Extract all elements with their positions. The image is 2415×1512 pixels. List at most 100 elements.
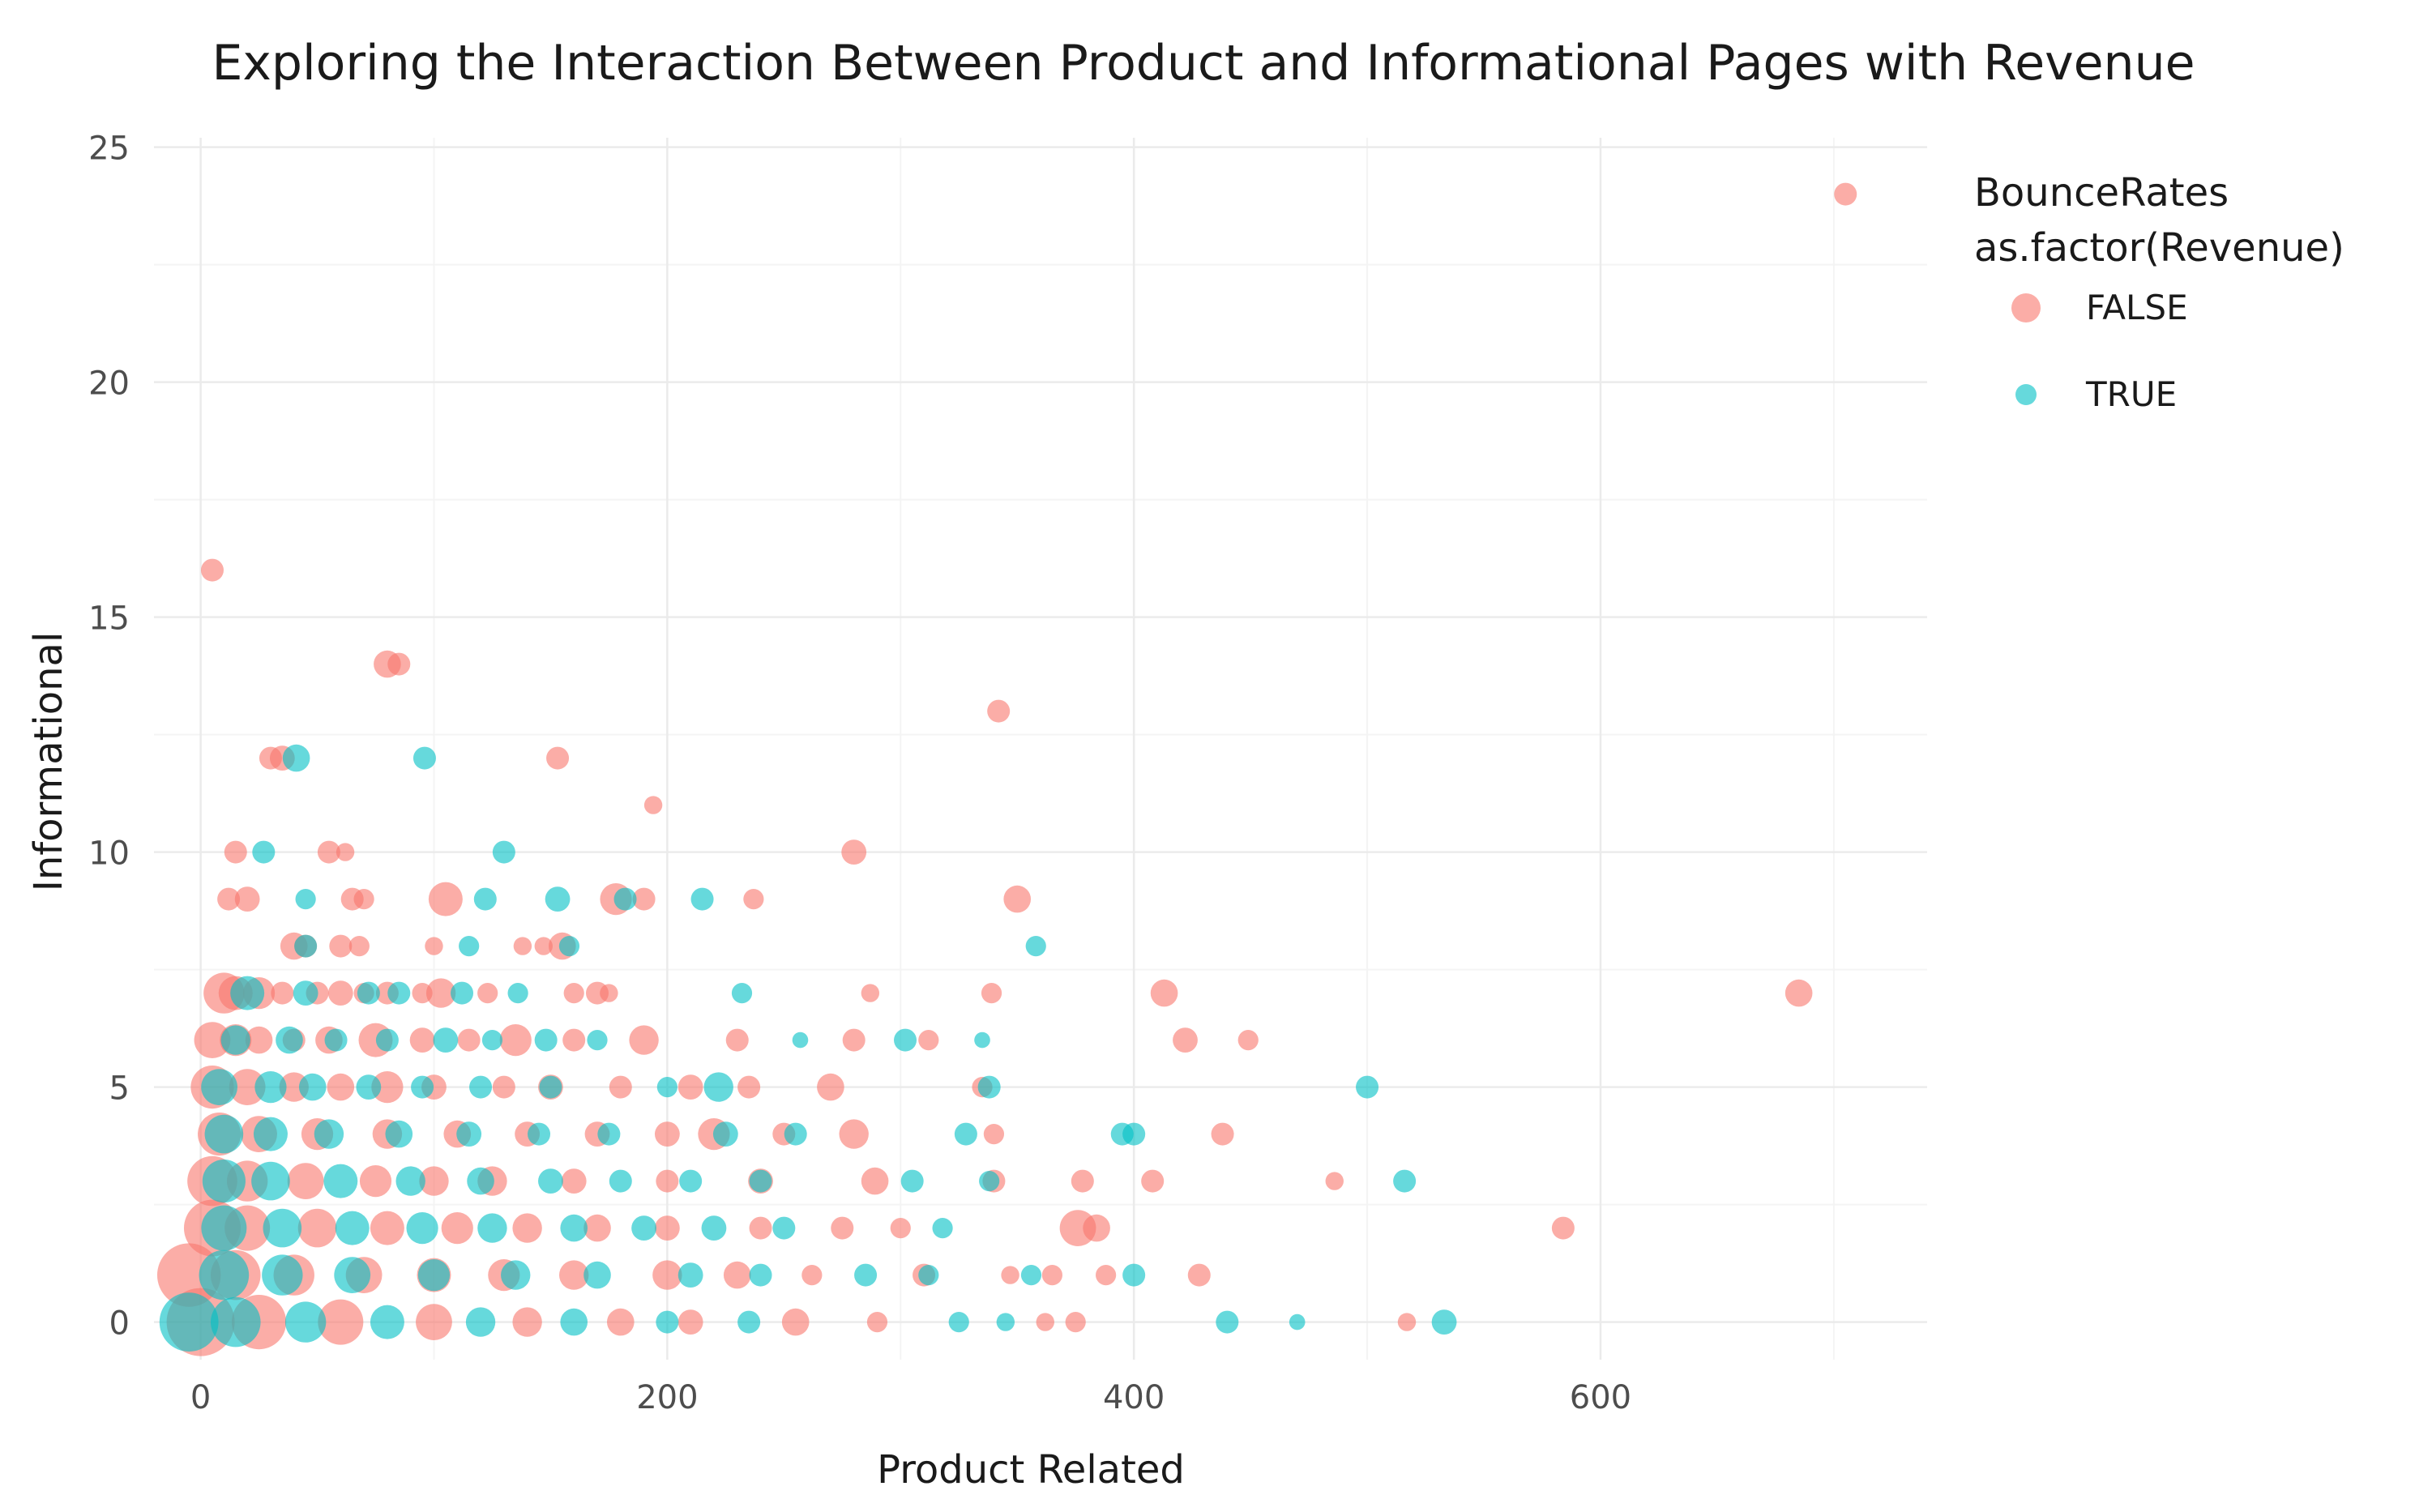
scatter-point-true: [295, 889, 316, 910]
scatter-point-true: [253, 1117, 288, 1151]
legend: BounceRates as.factor(Revenue) FALSE TRU…: [1974, 170, 2344, 414]
legend-label-true: TRUE: [2085, 374, 2177, 414]
y-tick-label: 0: [109, 1305, 130, 1343]
scatter-point-true: [465, 1307, 496, 1337]
scatter-point-true: [539, 1075, 562, 1099]
scatter-point-true: [204, 1114, 244, 1154]
scatter-point-true: [282, 744, 310, 772]
chart-title: Exploring the Interaction Between Produc…: [212, 35, 2195, 92]
scatter-point-true: [276, 1026, 303, 1054]
scatter-point-true: [977, 1075, 1001, 1099]
scatter-point-false: [737, 1075, 761, 1099]
scatter-point-false: [654, 1215, 680, 1241]
scatter-point-true: [974, 1031, 990, 1049]
scatter-point-false: [629, 1025, 659, 1055]
scatter-point-false: [606, 1308, 635, 1336]
scatter-point-false: [271, 981, 294, 1005]
scatter-point-true: [230, 976, 265, 1010]
scatter-point-true: [375, 1028, 399, 1052]
legend-marker-false: [2011, 293, 2041, 322]
scatter-point-false: [224, 840, 247, 864]
scatter-point-true: [703, 1072, 733, 1102]
scatter-point-true: [1289, 1313, 1306, 1330]
scatter-point-false: [1083, 1214, 1110, 1242]
scatter-point-true: [613, 887, 637, 911]
scatter-point-true: [597, 1122, 621, 1146]
scatter-point-false: [866, 1312, 888, 1333]
scatter-point-false: [559, 1260, 589, 1290]
scatter-point-false: [890, 1218, 911, 1239]
scatter-point-false: [561, 1168, 587, 1194]
scatter-point-true: [293, 980, 318, 1006]
scatter-point-false: [563, 983, 584, 1004]
scatter-point-false: [1187, 1263, 1211, 1287]
scatter-point-false: [512, 1307, 542, 1337]
scatter-point-true: [298, 1073, 327, 1101]
scatter-point-true: [538, 1168, 563, 1194]
scatter-point-false: [297, 1208, 337, 1248]
scatter-point-true: [412, 746, 436, 770]
scatter-point-false: [839, 1119, 869, 1149]
scatter-point-true: [784, 1122, 807, 1146]
scatter-point-true: [357, 981, 380, 1005]
scatter-point-false: [817, 1073, 844, 1101]
scatter-point-true: [451, 981, 474, 1005]
scatter-point-true: [356, 1074, 382, 1100]
scatter-point-false: [1041, 1265, 1062, 1286]
scatter-point-false: [1065, 1312, 1086, 1333]
scatter-point-true: [199, 1249, 250, 1301]
scatter-point-false: [409, 1027, 435, 1053]
scatter-point-true: [749, 1263, 772, 1287]
scatter-point-true: [1020, 1265, 1042, 1286]
scatter-point-false: [499, 1024, 532, 1057]
scatter-point-true: [894, 1028, 917, 1052]
scatter-point-true: [701, 1215, 727, 1241]
scatter-point-true: [210, 1296, 261, 1348]
scatter-point-true: [1431, 1309, 1457, 1335]
scatter-point-true: [335, 1211, 370, 1245]
scatter-point-true: [737, 1310, 761, 1334]
scatter-point-false: [512, 1213, 542, 1243]
scatter-point-false: [861, 984, 880, 1002]
scatter-point-false: [317, 840, 340, 864]
scatter-point-true: [492, 840, 515, 864]
scatter-point-true: [631, 1215, 656, 1241]
scatter-point-true: [433, 1027, 459, 1053]
scatter-point-true: [481, 1030, 503, 1051]
scatter-point-true: [220, 1025, 250, 1055]
scatter-point-false: [656, 1169, 679, 1193]
y-tick-label: 5: [109, 1070, 130, 1108]
y-axis-label: Informational: [26, 632, 71, 892]
scatter-point-true: [370, 1305, 404, 1339]
x-axis-label: Product Related: [877, 1447, 1185, 1493]
scatter-point-false: [583, 1214, 611, 1242]
scatter-point-true: [385, 1120, 413, 1148]
scatter-point-false: [194, 1022, 231, 1058]
scatter-point-false: [336, 843, 355, 861]
scatter-point-true: [528, 1122, 551, 1146]
scatter-point-true: [900, 1169, 924, 1193]
scatter-point-false: [1397, 1313, 1417, 1331]
scatter-point-false: [781, 1308, 810, 1336]
scatter-point-true: [406, 1212, 438, 1245]
scatter-point-true: [1393, 1169, 1417, 1193]
x-tick-label: 0: [190, 1379, 211, 1416]
scatter-point-false: [477, 983, 498, 1004]
scatter-point-false: [609, 1075, 632, 1099]
scatter-point-true: [314, 1119, 344, 1149]
scatter-point-false: [359, 1165, 392, 1198]
scatter-point-true: [560, 1214, 588, 1242]
scatter-point-true: [918, 1265, 939, 1286]
scatter-point-true: [202, 1160, 246, 1203]
scatter-point-false: [229, 1069, 266, 1105]
series-true-points: [159, 744, 1457, 1352]
scatter-point-false: [546, 746, 570, 770]
scatter-point-false: [327, 980, 353, 1006]
legend-title-line2: as.factor(Revenue): [1974, 225, 2344, 271]
scatter-point-false: [981, 983, 1002, 1004]
scatter-point-false: [1237, 1030, 1259, 1051]
scatter-point-true: [932, 1218, 953, 1239]
scatter-point-true: [690, 887, 714, 911]
